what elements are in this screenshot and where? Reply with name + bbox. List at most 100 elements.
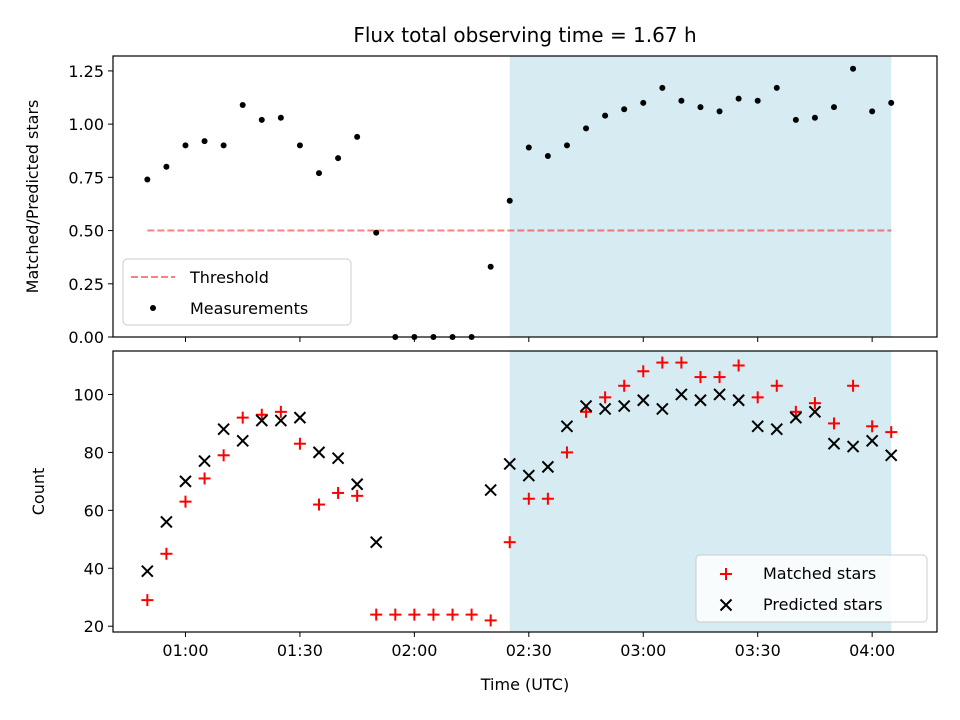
- matched-point: [866, 420, 879, 433]
- matched-point: [618, 379, 631, 392]
- matched-point: [580, 405, 593, 418]
- bottom-y-ticks: 20 40 60 80 100: [73, 385, 113, 636]
- y-tick-label: 40: [84, 559, 104, 578]
- top-legend: Threshold Measurements: [122, 258, 352, 326]
- measurement-point: [811, 114, 818, 121]
- cross-stroke: [808, 405, 822, 419]
- y-tick-label: 0.50: [68, 222, 104, 241]
- bottom-axes-frame: [112, 350, 938, 633]
- x-tick-label: 02:30: [506, 641, 552, 660]
- cross-stroke: [770, 423, 783, 436]
- matched-point: [427, 608, 440, 621]
- measurement-point: [182, 142, 189, 149]
- measurement-point: [163, 163, 170, 170]
- measurement-point: [602, 112, 609, 119]
- measurement-point: [239, 101, 246, 108]
- cross-stroke: [503, 457, 516, 471]
- matched-point: [293, 437, 306, 450]
- matched-point: [313, 498, 325, 511]
- predicted-point: [751, 420, 764, 433]
- y-tick-label: 0.25: [68, 275, 104, 294]
- matched-point: [408, 608, 421, 621]
- cross-stroke: [713, 388, 726, 401]
- measurement-point: [277, 114, 284, 121]
- matched-point: [713, 371, 726, 384]
- cross-stroke: [141, 564, 154, 578]
- y-tick-label: 1.00: [68, 115, 104, 134]
- matched-point: [255, 408, 268, 421]
- predicted-point: [141, 564, 154, 578]
- matched-point: [141, 594, 154, 607]
- predicted-point: [579, 399, 593, 413]
- measurement-point: [792, 116, 799, 123]
- predicted-point: [713, 388, 726, 401]
- cross-stroke: [198, 454, 211, 468]
- measurement-point: [144, 176, 151, 183]
- measurement-point: [735, 95, 742, 102]
- matched-point: [465, 608, 478, 621]
- legend-predicted-label: Predicted stars: [763, 595, 883, 614]
- matched-point: [484, 614, 497, 627]
- measurement-point: [678, 97, 685, 104]
- predicted-point: [846, 440, 860, 453]
- bottom-x-ticks: 01:00 01:30 02:00 02:30 03:00 03:30 04:00: [162, 632, 895, 660]
- measurement-point: [296, 142, 303, 149]
- predicted-point: [560, 420, 574, 433]
- cross-stroke: [217, 423, 230, 436]
- cross-stroke: [598, 402, 612, 416]
- top-axes-frame: [112, 55, 938, 338]
- predicted-point: [885, 449, 898, 462]
- top-x-ticks: [184, 337, 873, 342]
- predicted-point: [675, 388, 688, 401]
- predicted-point: [350, 478, 364, 491]
- measurement-point: [850, 65, 857, 72]
- cross-stroke: [236, 434, 249, 448]
- matched-point: [847, 379, 860, 392]
- cross-stroke: [350, 478, 364, 491]
- measurement-point: [640, 99, 647, 106]
- predicted-point: [770, 423, 783, 436]
- bottom-panel: 01:00 01:30 02:00 02:30 03:00 03:30 04:00 20 40…: [29, 350, 938, 694]
- x-tick-label: 01:30: [277, 641, 323, 660]
- y-tick-label: 0.00: [68, 328, 104, 347]
- cross-stroke: [719, 598, 733, 612]
- predicted-point: [598, 402, 612, 416]
- measurement-point: [773, 84, 780, 91]
- cross-stroke: [732, 394, 745, 407]
- cross-stroke: [255, 414, 268, 427]
- predicted-point: [312, 446, 326, 459]
- cross-stroke: [370, 535, 383, 549]
- bottom-legend-box: [695, 554, 928, 623]
- predicted-point: [694, 394, 707, 407]
- measurement-point: [659, 84, 666, 91]
- predicted-point: [484, 483, 497, 497]
- bottom-y-axis-label: Count: [29, 468, 48, 516]
- legend-matched-label: Matched stars: [763, 564, 876, 583]
- top-legend-box: [122, 258, 352, 326]
- matched-point: [885, 426, 898, 439]
- predicted-point: [236, 434, 249, 448]
- x-tick-label: 04:00: [849, 641, 895, 660]
- bottom-legend: Matched stars Predicted stars: [695, 554, 928, 623]
- y-tick-label: 1.25: [68, 62, 104, 81]
- measurement-point: [583, 125, 590, 132]
- matched-point: [808, 397, 821, 410]
- matched-point: [160, 547, 173, 560]
- measurement-point: [335, 155, 342, 162]
- y-tick-label: 80: [84, 443, 104, 462]
- matched-point: [789, 405, 802, 418]
- x-tick-label: 03:30: [735, 641, 781, 660]
- cross-stroke: [331, 451, 345, 465]
- measurement-point: [316, 170, 322, 177]
- predicted-point: [274, 414, 288, 427]
- top-y-axis-label: Matched/Predicted stars: [23, 100, 42, 294]
- legend-matched-swatch: [720, 568, 732, 580]
- predicted-point: [865, 434, 879, 448]
- matched-point: [694, 371, 707, 384]
- predicted-point: [217, 423, 230, 436]
- cross-stroke: [484, 483, 497, 497]
- measurement-point: [869, 108, 876, 115]
- cross-stroke: [160, 515, 173, 529]
- matched-point: [541, 492, 554, 505]
- measurement-point: [563, 142, 570, 149]
